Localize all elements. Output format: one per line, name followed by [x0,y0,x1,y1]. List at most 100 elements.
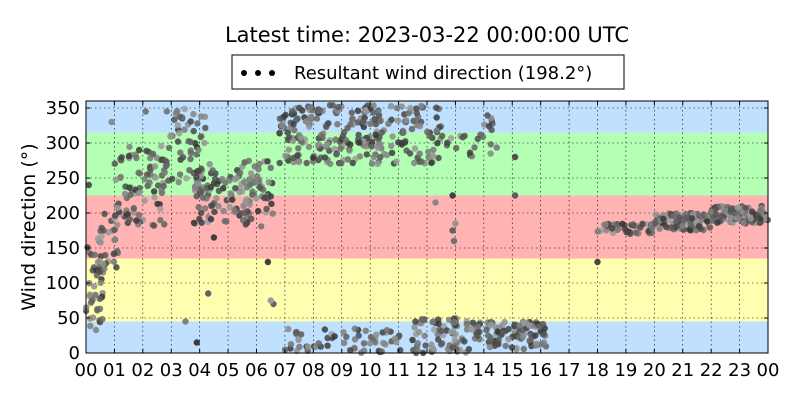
data-point [421,332,428,339]
y-tick-label: 50 [57,308,80,329]
data-point [91,283,98,290]
data-point [474,135,481,143]
x-tick-label: 02 [131,360,154,381]
data-point [232,185,239,192]
data-point [334,121,341,128]
data-point [316,107,324,114]
legend-marker-dot [241,70,247,76]
data-point [242,198,249,205]
data-point [349,159,356,167]
data-point [210,234,218,241]
data-point [722,207,729,214]
data-point [439,132,446,140]
data-point [718,212,726,220]
data-point [154,182,162,189]
data-point [118,154,125,161]
data-point [331,333,338,340]
data-point [174,138,182,145]
data-point [519,327,526,334]
data-point [264,258,272,266]
data-point [321,326,329,333]
data-point [242,221,249,228]
data-point [141,176,148,183]
data-point [183,175,190,182]
data-point [662,223,670,230]
data-point [388,149,396,157]
data-point [124,211,132,218]
data-point [479,133,487,141]
data-point [141,197,148,204]
data-point [179,154,187,161]
data-point [366,340,374,347]
data-point [305,143,313,151]
data-point [110,250,118,257]
data-point [284,129,292,136]
data-point [92,326,100,334]
data-point [187,149,195,157]
data-point [449,192,456,199]
data-point [285,325,292,333]
data-point [177,149,184,156]
data-point [208,202,216,209]
y-tick-label: 150 [46,238,80,259]
data-point [712,205,719,213]
data-point [163,108,170,115]
data-point [734,204,741,211]
data-point [502,342,509,350]
x-tick-label: 03 [160,360,183,381]
data-point [469,319,477,326]
legend-marker-dot [255,70,261,76]
data-point [373,331,380,338]
data-point [181,105,188,113]
data-point [147,166,154,174]
data-point [601,221,608,229]
data-point [310,154,317,161]
data-point [92,291,99,299]
data-point [202,124,209,132]
data-point [474,323,482,331]
data-point [136,146,143,154]
data-point [449,227,456,234]
x-tick-label: 17 [558,360,581,381]
data-point [86,291,94,298]
data-point [307,113,314,121]
data-point [393,158,400,165]
data-point [511,153,519,161]
data-point [111,160,119,167]
data-point [126,216,133,223]
data-point [411,145,419,152]
data-point [656,225,663,232]
data-point [383,326,391,334]
data-point [486,343,494,351]
data-point [190,219,198,226]
data-point [151,194,158,201]
data-point [110,258,118,265]
data-point [540,331,547,338]
data-point [114,204,121,212]
data-point [433,104,440,111]
data-point [157,216,164,224]
data-point [433,127,440,134]
data-point [429,152,437,160]
data-point [149,150,157,158]
data-point [264,158,271,165]
data-point [85,181,93,189]
data-point [401,139,409,146]
y-tick-label: 300 [46,133,80,154]
data-point [121,190,129,198]
data-point [98,224,105,232]
data-point [142,108,149,115]
data-point [89,314,97,321]
data-point [133,217,140,224]
data-point [451,336,458,344]
data-point [670,213,678,220]
y-axis-label: Wind direction (°) [18,143,40,310]
x-tick-label: 00 [757,360,780,381]
data-point [89,296,96,303]
data-point [434,140,441,147]
x-tick-label: 23 [728,360,751,381]
data-point [337,145,344,152]
x-tick-label: 21 [671,360,694,381]
data-point [135,169,142,176]
data-point [117,173,125,181]
